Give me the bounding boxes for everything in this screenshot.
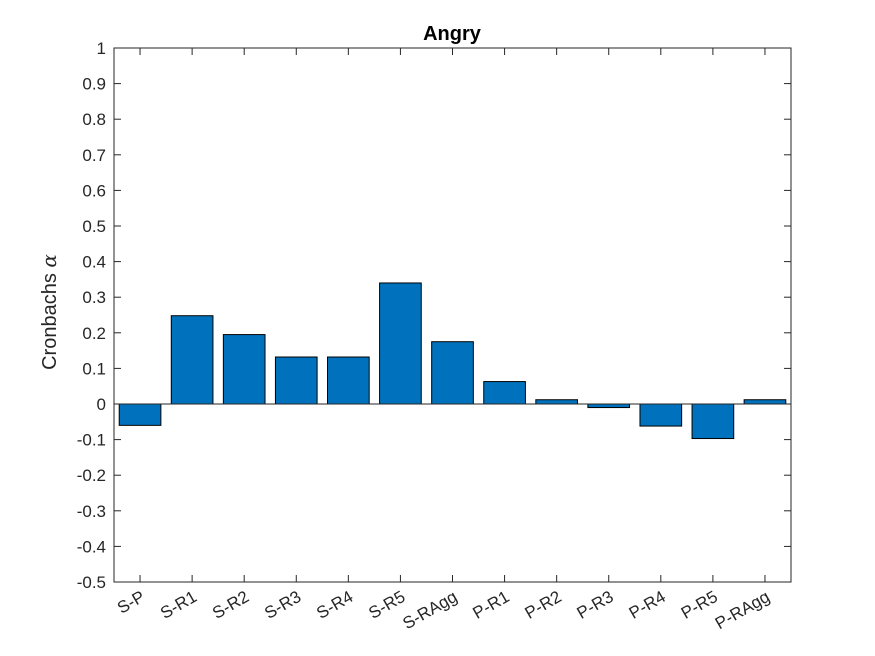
bar-s-r3 — [274, 356, 318, 405]
y-tick-label: -0.1 — [77, 431, 106, 450]
x-tick-label: S-R4 — [313, 587, 356, 623]
y-axis-label-text: Cronbachs — [39, 273, 61, 370]
x-tick-label: P-R4 — [626, 587, 669, 623]
bar-s-ragg — [431, 341, 474, 405]
y-tick-label: 0.5 — [82, 217, 106, 236]
bar-p-r4 — [639, 403, 683, 427]
x-tick-label: S-R1 — [157, 587, 200, 623]
x-tick-label: S-R2 — [209, 587, 252, 623]
bar-p-r3 — [587, 403, 631, 409]
x-tick-label: S-RAgg — [399, 587, 460, 633]
y-tick-label: 0.2 — [82, 324, 106, 343]
y-tick-label: 0.3 — [82, 288, 106, 307]
y-tick-label: 1 — [97, 39, 106, 58]
bar-p-r5 — [691, 403, 735, 440]
y-tick-label: 0.8 — [82, 110, 106, 129]
bar-s-p — [118, 403, 162, 426]
axes-box — [113, 47, 792, 583]
y-tick-label: 0.4 — [82, 253, 106, 272]
y-tick-label: -0.3 — [77, 502, 106, 521]
bar-s-r2 — [222, 334, 266, 405]
y-axis-label: Cronbachs α — [37, 254, 61, 370]
y-tick-label: 0.6 — [82, 181, 106, 200]
bar-s-r5 — [379, 282, 422, 405]
x-tick-label: S-R3 — [261, 587, 304, 623]
x-tick-label: P-R1 — [470, 587, 513, 623]
x-tick-label: P-R2 — [522, 587, 565, 623]
y-axis-ticks: -0.5 -0.4 -0.3 -0.2 -0.1 0 0.1 0.2 0.3 0.4 0.5 0.6 0… — [77, 39, 791, 592]
y-tick-label: -0.4 — [77, 537, 106, 556]
y-tick-label: 0 — [97, 395, 106, 414]
y-tick-label: -0.2 — [77, 466, 106, 485]
bar-p-r1 — [483, 381, 526, 405]
bars-group — [118, 282, 787, 440]
y-tick-label: -0.5 — [77, 573, 106, 592]
y-tick-label: 0.1 — [82, 359, 106, 378]
x-tick-label: P-RAgg — [712, 587, 773, 633]
x-tick-label: P-R3 — [574, 587, 617, 623]
bar-s-r1 — [170, 315, 214, 405]
chart-title: Angry — [423, 23, 482, 45]
x-tick-label: S-P — [114, 587, 148, 618]
y-axis-label-symbol: α — [37, 254, 61, 268]
bar-p-ragg — [743, 399, 787, 405]
y-tick-label: 0.9 — [82, 75, 106, 94]
y-tick-label: 0.7 — [82, 146, 106, 165]
bar-p-r2 — [535, 399, 578, 405]
bar-s-r4 — [327, 356, 370, 405]
